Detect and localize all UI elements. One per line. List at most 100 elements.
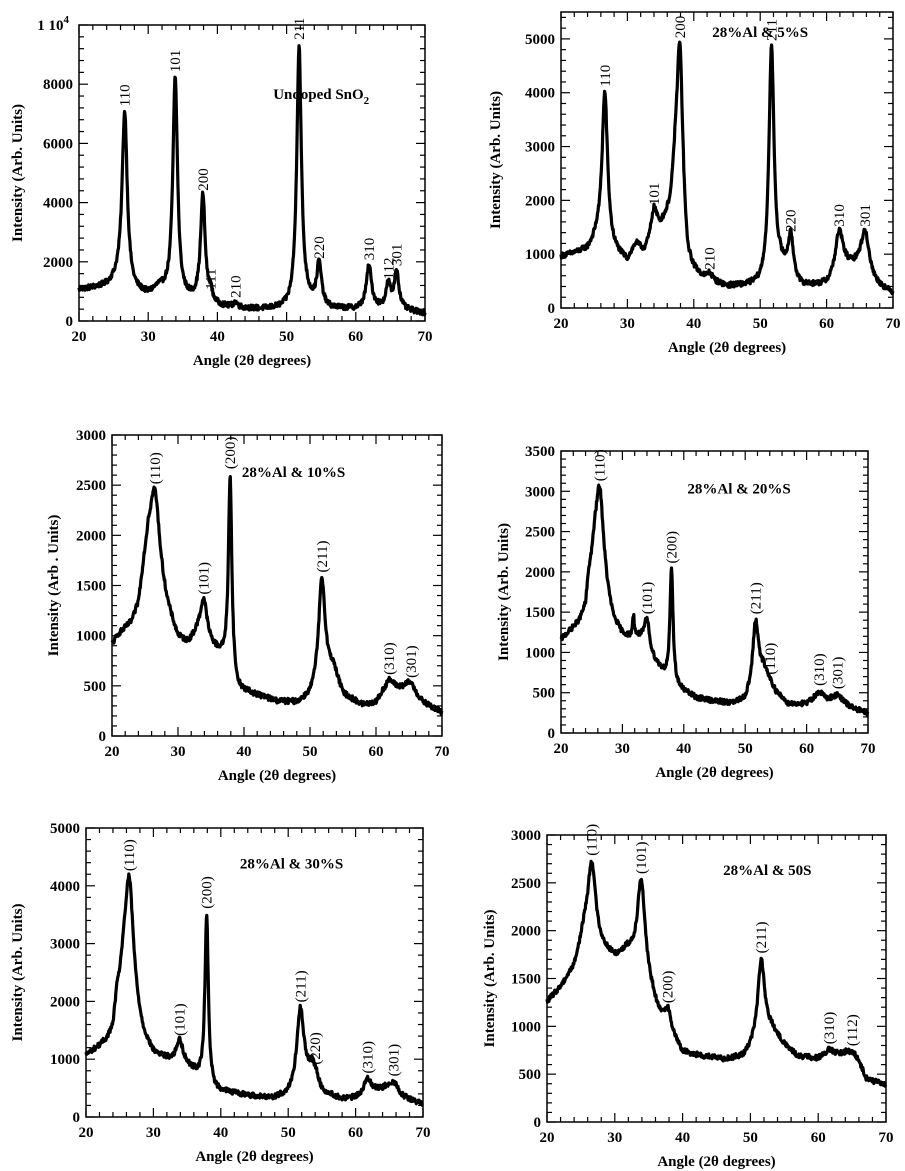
- x-axis-label: Angle (2θ degrees): [655, 765, 773, 781]
- y-tick-label: 0: [548, 301, 556, 317]
- peak-label: (211): [315, 541, 331, 573]
- y-tick-label: 2000: [50, 994, 80, 1010]
- peak-label: 210: [703, 247, 719, 270]
- plot-frame: [85, 827, 424, 1118]
- x-tick-label: 20: [540, 1130, 555, 1146]
- peak-label: (110): [148, 452, 164, 484]
- xrd-trace: [84, 872, 425, 1108]
- y-tick-label: 2000: [525, 565, 555, 581]
- sample-title: Undoped SnO2: [273, 87, 369, 107]
- y-tick-label: 2500: [525, 525, 555, 541]
- y-tick-label: 3000: [525, 484, 555, 500]
- xrd-panel-5: 20 30 40 50 60 70 0 1000 2000 3000 4000 5000 Angle (…: [10, 821, 431, 1165]
- x-tick-label: 50: [279, 329, 294, 345]
- y-axis-label: Intensity (Arb. Units): [496, 523, 512, 661]
- x-tick-label: 50: [743, 1130, 758, 1146]
- x-tick-label: 70: [416, 1125, 431, 1141]
- x-tick-label: 20: [554, 316, 569, 332]
- peak-label: 301: [858, 204, 874, 227]
- x-tick-label: 30: [171, 744, 186, 760]
- x-axis-label: Angle (2θ degrees): [193, 353, 311, 369]
- xrd-trace: [110, 475, 444, 716]
- x-tick-label: 40: [210, 329, 225, 345]
- y-axis-label: Intensity (Arb. Units): [10, 904, 26, 1042]
- y-tick-label: 3000: [76, 428, 106, 444]
- plot-frame: [560, 450, 869, 734]
- xrd-panel-1: 20 30 40 50 60 70 0 2000 4000 6000 8000 1 104 Angle …: [10, 14, 433, 369]
- y-tick-label: 8000: [43, 77, 73, 93]
- peak-label: (200): [661, 971, 677, 1004]
- y-tick-label: 2000: [43, 255, 73, 271]
- peak-label: (110): [122, 839, 138, 871]
- peak-label: (101): [634, 841, 650, 874]
- peak-label: 220: [312, 236, 328, 259]
- xrd-trace: [559, 483, 870, 717]
- x-tick-label: 70: [435, 744, 450, 760]
- x-tick-label: 40: [686, 316, 701, 332]
- peak-label: (101): [173, 1003, 189, 1036]
- y-axis-label: Intensity (Arb. Units): [488, 91, 504, 229]
- y-tick-label: 4000: [525, 86, 555, 102]
- peak-label: (211): [293, 970, 309, 1002]
- x-tick-label: 30: [615, 741, 630, 757]
- peak-label: (220): [308, 1032, 324, 1065]
- peak-label: (110): [763, 643, 779, 675]
- peak-label: (110): [585, 824, 601, 856]
- y-tick-label: 4000: [50, 879, 80, 895]
- peak-label: 111: [203, 268, 219, 289]
- y-tick-label: 1500: [525, 605, 555, 621]
- peak-label: 310: [832, 204, 848, 227]
- peak-label: (301): [386, 1044, 402, 1077]
- sample-title: 28%Al & 50S: [723, 863, 811, 879]
- x-tick-label: 70: [861, 741, 876, 757]
- y-tick-label: 2500: [511, 876, 541, 892]
- plot-frame: [78, 24, 426, 322]
- x-tick-label: 50: [281, 1125, 296, 1141]
- x-axis-label: Angle (2θ degrees): [668, 340, 786, 356]
- x-tick-label: 70: [418, 329, 433, 345]
- y-tick-label: 5000: [525, 32, 555, 48]
- peak-label: 301: [390, 244, 406, 267]
- y-tick-label: 1000: [525, 645, 555, 661]
- y-tick-label: 0: [534, 1115, 542, 1131]
- peak-label: (310): [812, 653, 828, 686]
- y-tick-label: 500: [84, 679, 107, 695]
- peak-label: (200): [665, 531, 681, 564]
- xrd-trace: [77, 44, 427, 317]
- x-tick-label: 60: [348, 329, 363, 345]
- x-tick-label: 70: [879, 1130, 894, 1146]
- x-tick-label: 50: [303, 744, 318, 760]
- x-tick-label: 30: [141, 329, 156, 345]
- y-axis-label: Intensity (Arb. Units): [482, 910, 498, 1048]
- peak-label: (200): [223, 437, 239, 470]
- x-tick-label: 70: [886, 316, 901, 332]
- peak-label: (211): [754, 921, 770, 953]
- x-tick-label: 20: [554, 741, 569, 757]
- y-tick-label: 2000: [511, 924, 541, 940]
- peak-label: (101): [197, 562, 213, 595]
- xrd-panel-2: 20 30 40 50 60 70 0 1000 2000 3000 4000 5000 Angle (…: [488, 11, 901, 356]
- x-axis-label: Angle (2θ degrees): [218, 768, 336, 784]
- y-top-label: 1 104: [37, 14, 69, 34]
- x-tick-label: 30: [607, 1130, 622, 1146]
- y-tick-label: 4000: [43, 196, 73, 212]
- sample-title: 28%Al & 5%S: [712, 25, 808, 41]
- y-tick-label: 500: [533, 686, 556, 702]
- x-tick-label: 30: [146, 1125, 161, 1141]
- y-tick-label: 1500: [511, 972, 541, 988]
- y-axis-label: Intensity (Arb . Units): [46, 515, 62, 657]
- y-tick-label: 0: [66, 314, 74, 330]
- peak-label: (301): [830, 657, 846, 690]
- peak-label: (301): [404, 645, 420, 678]
- sample-title: 28%Al & 30%S: [240, 856, 343, 872]
- x-tick-label: 40: [676, 741, 691, 757]
- x-tick-label: 40: [675, 1130, 690, 1146]
- x-tick-label: 60: [369, 744, 384, 760]
- y-tick-label: 5000: [50, 821, 80, 837]
- y-tick-label: 1000: [525, 247, 555, 263]
- x-tick-label: 20: [79, 1125, 94, 1141]
- x-tick-label: 20: [105, 744, 120, 760]
- peak-label: 210: [228, 275, 244, 298]
- y-tick-label: 6000: [43, 136, 73, 152]
